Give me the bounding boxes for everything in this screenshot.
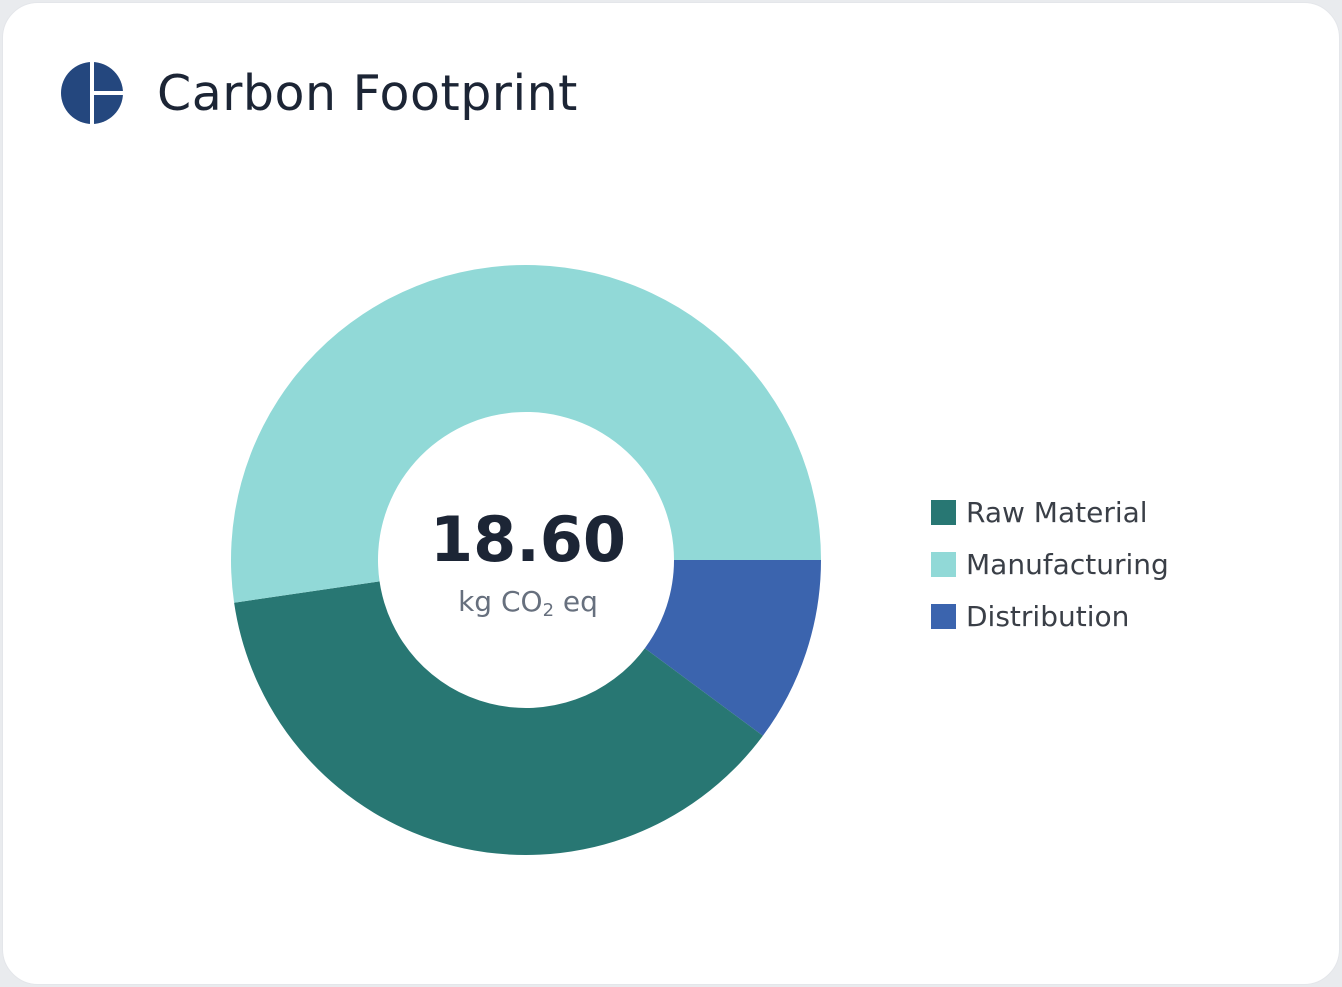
carbon-footprint-logo-icon (61, 62, 123, 124)
unit-prefix: kg CO (458, 585, 543, 618)
chart-legend: Raw Material Manufacturing Distribution (931, 486, 1169, 642)
donut-slice-raw-material (234, 581, 763, 855)
unit-subscript: 2 (542, 600, 555, 621)
legend-label: Distribution (966, 599, 1130, 633)
donut-slice-distribution (644, 560, 821, 736)
donut-chart (230, 264, 821, 855)
total-value: 18.60 (429, 503, 627, 576)
total-unit: kg CO2 eq (378, 585, 678, 621)
legend-swatch (931, 603, 956, 629)
unit-suffix: eq (554, 585, 598, 618)
legend-label: Manufacturing (966, 547, 1169, 581)
legend-item-raw-material: Raw Material (931, 486, 1169, 538)
legend-item-manufacturing: Manufacturing (931, 538, 1169, 590)
legend-item-distribution: Distribution (931, 590, 1169, 642)
card-title: Carbon Footprint (157, 64, 578, 122)
legend-swatch (931, 551, 956, 577)
legend-label: Raw Material (966, 495, 1148, 529)
donut-slice-manufacturing (230, 264, 821, 603)
card-header: Carbon Footprint (61, 61, 578, 125)
legend-swatch (931, 499, 956, 525)
